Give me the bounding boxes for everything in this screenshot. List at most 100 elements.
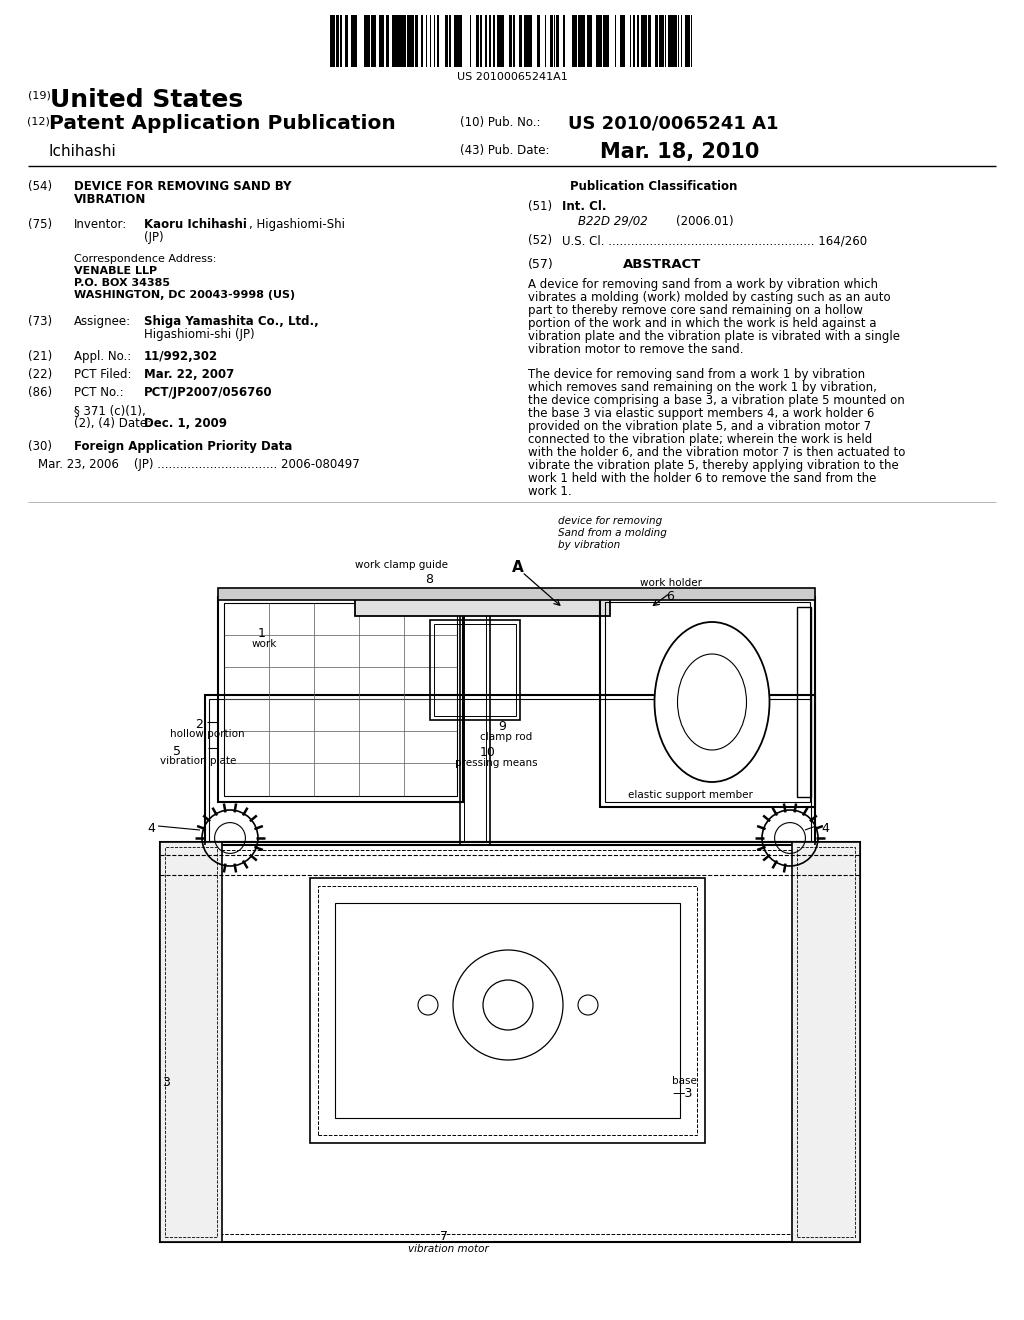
Text: PCT No.:: PCT No.: [74, 385, 124, 399]
Bar [547, 15, 550, 67]
Bar [310, 878, 705, 1143]
Text: Mar. 18, 2010: Mar. 18, 2010 [600, 143, 760, 162]
Text: WASHINGTON, DC 20043-9998 (US): WASHINGTON, DC 20043-9998 (US) [74, 290, 295, 300]
Bar [585, 15, 587, 67]
Bar [616, 15, 618, 67]
Text: B22D 29/02: B22D 29/02 [578, 215, 648, 228]
Text: vibrates a molding (work) molded by casting such as an auto: vibrates a molding (work) molded by cast… [528, 290, 891, 304]
Text: Ichihashi: Ichihashi [49, 144, 117, 158]
Text: work 1.: work 1. [528, 484, 571, 498]
Text: Kaoru Ichihashi: Kaoru Ichihashi [144, 218, 247, 231]
Bar [560, 15, 563, 67]
Text: Sand from a molding: Sand from a molding [558, 528, 667, 539]
Bar [460, 601, 490, 845]
Bar [384, 15, 386, 67]
Bar [579, 15, 581, 67]
Bar [472, 15, 474, 67]
Bar [600, 597, 815, 807]
Bar [673, 15, 676, 67]
Text: (22): (22) [28, 368, 52, 381]
Bar [218, 597, 463, 803]
Text: 3: 3 [162, 1076, 170, 1089]
Bar [540, 15, 542, 67]
Text: Patent Application Publication: Patent Application Publication [49, 114, 395, 133]
Bar [532, 15, 535, 67]
Text: § 371 (c)(1),: § 371 (c)(1), [74, 404, 145, 417]
Bar [460, 15, 462, 67]
Text: base: base [672, 1076, 697, 1086]
Text: 7: 7 [440, 1230, 449, 1243]
Bar [355, 598, 610, 616]
Bar [682, 15, 684, 67]
Bar [377, 15, 379, 67]
Bar [639, 15, 641, 67]
Bar [373, 15, 376, 67]
Bar [437, 15, 439, 67]
Bar [451, 15, 454, 67]
Text: US 20100065241A1: US 20100065241A1 [457, 73, 567, 82]
Bar [582, 15, 585, 67]
Bar [337, 15, 339, 67]
Bar [411, 15, 413, 67]
Bar [362, 15, 364, 67]
Bar [662, 15, 664, 67]
Text: 4: 4 [821, 822, 828, 836]
Bar [573, 15, 575, 67]
Text: Mar. 22, 2007: Mar. 22, 2007 [144, 368, 234, 381]
Bar [393, 15, 395, 67]
Text: (73): (73) [28, 315, 52, 327]
Bar [446, 15, 449, 67]
Bar [430, 620, 520, 719]
Bar [431, 15, 434, 67]
Text: (2006.01): (2006.01) [676, 215, 733, 228]
Bar [563, 15, 565, 67]
Bar [168, 850, 852, 1234]
Bar [526, 15, 529, 67]
Text: 2: 2 [195, 718, 203, 731]
Bar [160, 842, 860, 1242]
Text: Inventor:: Inventor: [74, 218, 127, 231]
Bar [407, 15, 409, 67]
Bar [209, 700, 811, 841]
Text: (43) Pub. Date:: (43) Pub. Date: [460, 144, 550, 157]
Bar [623, 15, 625, 67]
Bar [568, 15, 571, 67]
Text: (21): (21) [28, 350, 52, 363]
Bar [485, 15, 487, 67]
Text: vibrate the vibration plate 5, thereby applying vibration to the: vibrate the vibration plate 5, thereby a… [528, 459, 899, 473]
Text: pressing means: pressing means [455, 758, 538, 768]
Bar [455, 15, 458, 67]
Text: 9: 9 [498, 719, 506, 733]
Text: (2), (4) Date:: (2), (4) Date: [74, 417, 152, 430]
Bar [596, 15, 599, 67]
Text: vibration plate and the vibration plate is vibrated with a single: vibration plate and the vibration plate … [528, 330, 900, 343]
Text: 10: 10 [480, 746, 496, 759]
Text: (12): (12) [27, 116, 50, 125]
Text: vibration motor to remove the sand.: vibration motor to remove the sand. [528, 343, 743, 356]
Text: , Higashiomi-Shi: , Higashiomi-Shi [249, 218, 345, 231]
Text: part to thereby remove core sand remaining on a hollow: part to thereby remove core sand remaini… [528, 304, 863, 317]
Bar [409, 15, 411, 67]
Bar [399, 15, 401, 67]
Text: clamp rod: clamp rod [480, 733, 532, 742]
Ellipse shape [654, 622, 769, 781]
Text: (19): (19) [28, 90, 51, 100]
Text: VENABLE LLP: VENABLE LLP [74, 267, 157, 276]
Bar [687, 15, 690, 67]
Text: US 2010/0065241 A1: US 2010/0065241 A1 [568, 114, 778, 132]
Bar [160, 842, 222, 1242]
Bar [332, 15, 335, 67]
Text: PCT Filed:: PCT Filed: [74, 368, 131, 381]
Bar [416, 15, 418, 67]
Bar [659, 15, 662, 67]
Bar [679, 15, 681, 67]
Bar [542, 15, 545, 67]
Text: elastic support member: elastic support member [628, 789, 753, 800]
Bar [538, 15, 540, 67]
Text: (51): (51) [528, 201, 552, 213]
Bar [482, 15, 485, 67]
Bar [224, 603, 457, 796]
Bar [490, 15, 493, 67]
Bar [435, 15, 437, 67]
Bar [348, 15, 351, 67]
